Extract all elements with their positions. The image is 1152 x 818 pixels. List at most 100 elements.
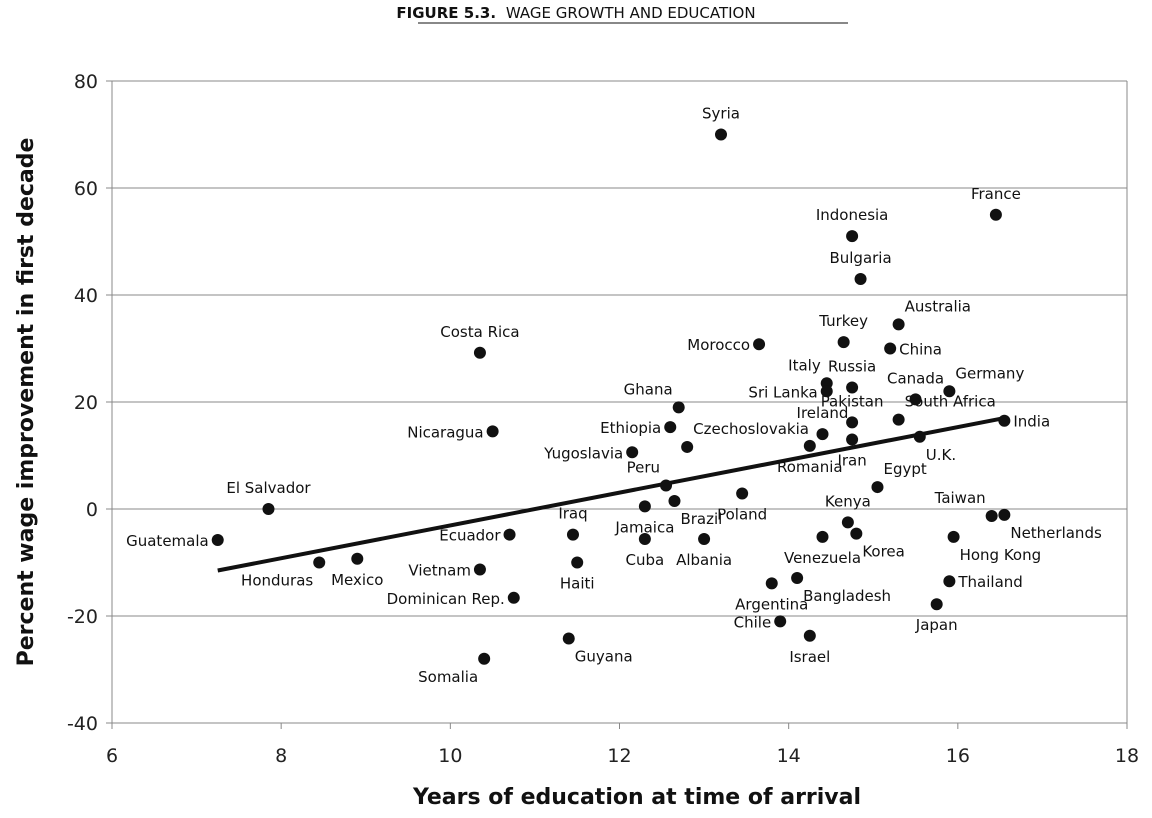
point-label: Japan — [915, 616, 958, 634]
data-point — [791, 572, 804, 585]
data-point — [846, 381, 859, 394]
point-label: Romania — [777, 458, 843, 476]
point-label: Vietnam — [408, 561, 471, 579]
y-tick-label: 60 — [74, 178, 98, 200]
point-label: Indonesia — [816, 206, 889, 224]
point-label: Russia — [828, 358, 876, 376]
point-label: Italy — [788, 356, 821, 374]
point-label: Ethiopia — [600, 419, 661, 437]
data-point — [841, 516, 854, 529]
data-point — [850, 527, 863, 540]
figure-title-text: WAGE GROWTH AND EDUCATION — [506, 4, 756, 22]
data-point — [820, 385, 833, 398]
data-point — [846, 416, 859, 429]
point-label: Morocco — [687, 336, 750, 354]
point-label: Guatemala — [126, 532, 209, 550]
x-tick-label: 6 — [106, 745, 118, 767]
data-point — [681, 440, 694, 453]
point-label: Dominican Rep. — [387, 590, 505, 608]
point-label: Bangladesh — [803, 587, 891, 605]
data-point — [837, 336, 850, 349]
data-point — [715, 128, 727, 141]
data-point — [571, 556, 584, 569]
point-label: Nicaragua — [407, 423, 483, 441]
data-points — [211, 128, 1011, 665]
point-label: Poland — [717, 505, 767, 523]
data-point — [913, 430, 926, 443]
data-point — [892, 318, 905, 331]
point-label: Guyana — [575, 647, 633, 665]
point-label: Taiwan — [934, 489, 986, 507]
point-label: Brazil — [680, 510, 722, 528]
data-point — [803, 439, 816, 452]
data-point — [351, 552, 364, 565]
data-point — [473, 563, 486, 576]
point-label: Thailand — [957, 573, 1022, 591]
point-label: Costa Rica — [440, 323, 519, 341]
point-label: China — [899, 341, 942, 359]
x-tick-label: 8 — [275, 745, 287, 767]
x-tick-label: 18 — [1115, 745, 1139, 767]
point-label: Honduras — [241, 572, 313, 590]
point-label: Ireland — [797, 404, 849, 422]
data-point — [803, 629, 816, 642]
data-point — [846, 433, 859, 446]
y-tick-label: -20 — [67, 606, 98, 628]
data-point — [503, 528, 516, 541]
y-tick-label: 0 — [86, 499, 98, 521]
point-label: Ecuador — [439, 527, 501, 545]
data-point — [566, 528, 579, 541]
data-point — [930, 598, 943, 611]
data-point — [892, 413, 905, 426]
data-point — [562, 632, 575, 645]
point-label: India — [1013, 413, 1050, 431]
point-label: Cuba — [626, 551, 665, 569]
data-point — [765, 577, 778, 590]
figure-title-prefix: FIGURE 5.3. — [396, 4, 496, 22]
data-point — [753, 338, 766, 351]
data-point — [774, 615, 787, 628]
data-point — [638, 532, 651, 545]
point-label: Mexico — [331, 571, 383, 589]
point-labels: Syria France Indonesia Bulgaria Australia Cos… — [126, 105, 1102, 686]
point-label: Somalia — [418, 668, 478, 686]
data-point — [816, 530, 829, 543]
data-point — [854, 272, 867, 285]
svg-text:FIGURE 5.3. WAGE GROWTH: FIGURE 5.3. WAGE GROWTH AND EDUCATION — [396, 4, 755, 22]
point-label: Ghana — [624, 380, 673, 398]
y-tick-label: 20 — [74, 392, 98, 414]
trend-line — [217, 416, 1005, 573]
y-tick-label: -40 — [67, 713, 98, 735]
data-point — [943, 385, 956, 398]
x-axis-label: Years of education at time of arrival — [412, 785, 861, 810]
data-point — [626, 446, 639, 459]
point-label: U.K. — [926, 446, 956, 464]
data-point — [816, 428, 829, 441]
point-label: Korea — [862, 543, 905, 561]
point-label: Yugoslavia — [543, 444, 623, 462]
point-label: Chile — [734, 613, 772, 631]
data-point — [486, 425, 499, 438]
point-label: Syria — [702, 105, 740, 123]
data-point — [736, 487, 749, 500]
figure-title: FIGURE 5.3. WAGE GROWTH AND EDUCATION — [396, 4, 848, 24]
data-point — [638, 500, 651, 513]
data-point — [660, 479, 673, 492]
point-label: Bulgaria — [829, 249, 891, 267]
data-point — [668, 494, 681, 507]
point-label: Iran — [837, 451, 866, 469]
point-label: Czechoslovakia — [693, 420, 809, 438]
x-tick-label: 12 — [607, 745, 631, 767]
point-label: Peru — [627, 458, 660, 476]
data-point — [947, 530, 960, 543]
point-label: Iraq — [558, 505, 587, 523]
point-label: Turkey — [818, 312, 868, 330]
data-point — [507, 591, 520, 604]
data-point — [672, 401, 685, 414]
point-label: Haiti — [560, 575, 595, 593]
x-tick-label: 10 — [438, 745, 462, 767]
data-point — [998, 414, 1011, 427]
data-point — [909, 393, 922, 406]
point-label: Albania — [676, 551, 732, 569]
